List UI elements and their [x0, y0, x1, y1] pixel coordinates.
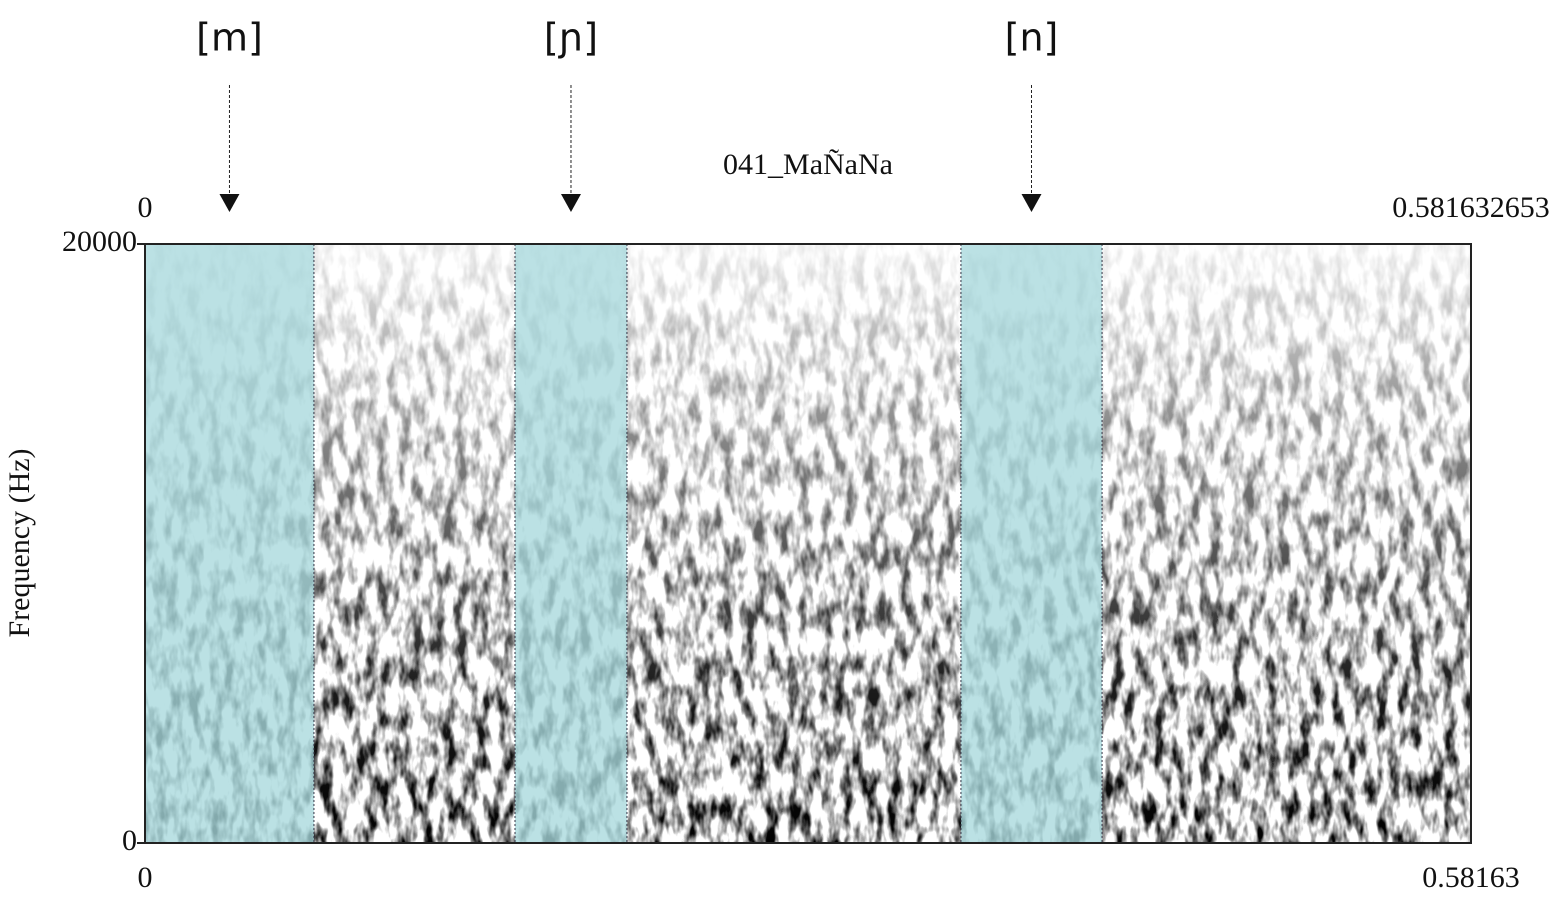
segment-arrow-head: [560, 194, 581, 212]
segment-arrow-head: [219, 194, 240, 212]
segment-label: [n]: [1005, 16, 1059, 60]
x-top-tick-label: 0: [138, 191, 153, 224]
segment-arrow-head: [1021, 194, 1042, 212]
segment: [515, 244, 627, 843]
y-axis-label: Frequency (Hz): [3, 448, 36, 637]
y-tick-label: 0: [122, 824, 137, 857]
segment: [145, 244, 314, 843]
segment: [960, 244, 1103, 843]
chart-title: 041_MaÑaNa: [723, 148, 893, 181]
x-top-tick-label: 0.581632653: [1392, 191, 1550, 224]
spectrogram-fade: [145, 244, 1471, 843]
segment-label: [ɲ]: [544, 16, 598, 60]
plot-frame: [144, 243, 1472, 844]
x-tick-label: 0: [138, 861, 153, 893]
overlay: [144, 244, 1103, 843]
segment-label: [m]: [196, 16, 263, 60]
x-tick-label: 0.58163: [1422, 861, 1520, 893]
y-tick-label: 20000: [62, 225, 137, 258]
plot-area: [145, 244, 1471, 843]
